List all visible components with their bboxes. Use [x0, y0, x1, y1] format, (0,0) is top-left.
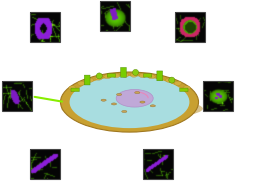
Ellipse shape — [60, 72, 199, 132]
Ellipse shape — [135, 92, 140, 94]
FancyBboxPatch shape — [121, 67, 126, 77]
Ellipse shape — [116, 90, 153, 107]
Ellipse shape — [157, 76, 164, 80]
Bar — [143, 149, 173, 179]
Ellipse shape — [69, 86, 76, 90]
Circle shape — [96, 73, 102, 79]
Ellipse shape — [140, 101, 145, 103]
Ellipse shape — [150, 105, 155, 107]
Ellipse shape — [95, 76, 102, 80]
Ellipse shape — [121, 73, 129, 77]
Ellipse shape — [104, 74, 111, 79]
FancyBboxPatch shape — [71, 88, 79, 91]
Bar — [100, 1, 130, 31]
Ellipse shape — [183, 86, 190, 90]
Ellipse shape — [101, 99, 106, 101]
Ellipse shape — [113, 74, 120, 78]
Ellipse shape — [166, 78, 173, 82]
Bar — [175, 12, 205, 42]
Bar — [203, 81, 233, 111]
Bar — [30, 149, 60, 179]
Bar — [30, 12, 60, 42]
Ellipse shape — [174, 81, 182, 85]
Ellipse shape — [117, 94, 122, 96]
Circle shape — [133, 69, 139, 75]
FancyBboxPatch shape — [157, 71, 163, 81]
FancyBboxPatch shape — [180, 88, 188, 91]
FancyBboxPatch shape — [107, 74, 116, 77]
Ellipse shape — [139, 74, 146, 78]
Ellipse shape — [130, 73, 138, 77]
Circle shape — [169, 77, 175, 83]
Ellipse shape — [86, 78, 93, 82]
Ellipse shape — [111, 103, 117, 105]
Bar — [2, 81, 32, 111]
Ellipse shape — [148, 74, 155, 79]
Ellipse shape — [70, 76, 189, 128]
Ellipse shape — [77, 81, 85, 85]
Ellipse shape — [61, 98, 203, 119]
FancyBboxPatch shape — [143, 74, 152, 77]
Ellipse shape — [122, 110, 127, 113]
FancyBboxPatch shape — [84, 75, 90, 85]
